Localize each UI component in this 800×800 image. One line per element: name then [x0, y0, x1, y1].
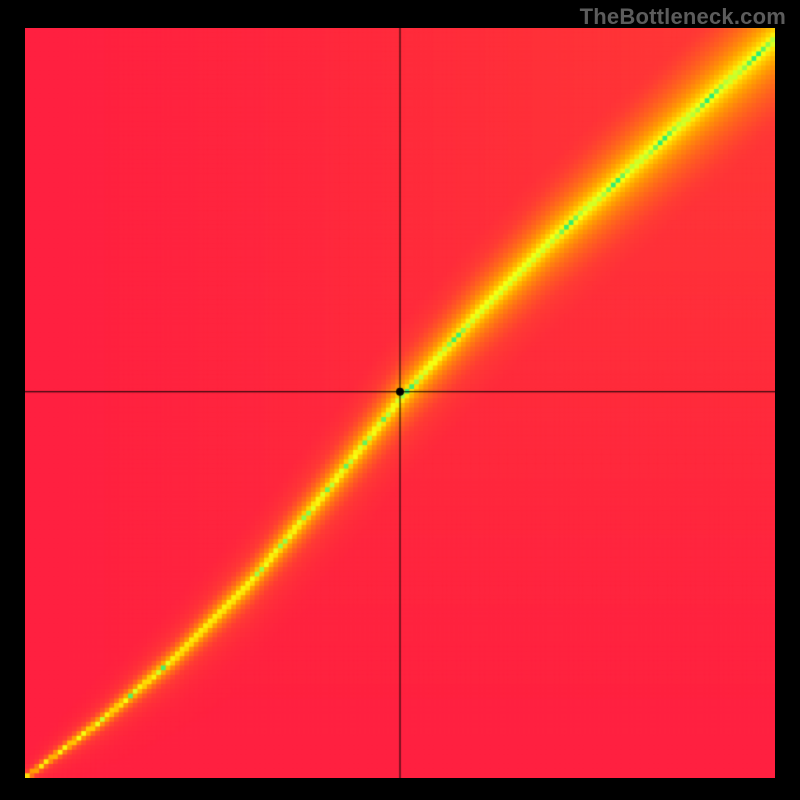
watermark-text: TheBottleneck.com — [580, 4, 786, 30]
heatmap-canvas — [25, 28, 775, 778]
bottleneck-heatmap — [25, 28, 775, 778]
